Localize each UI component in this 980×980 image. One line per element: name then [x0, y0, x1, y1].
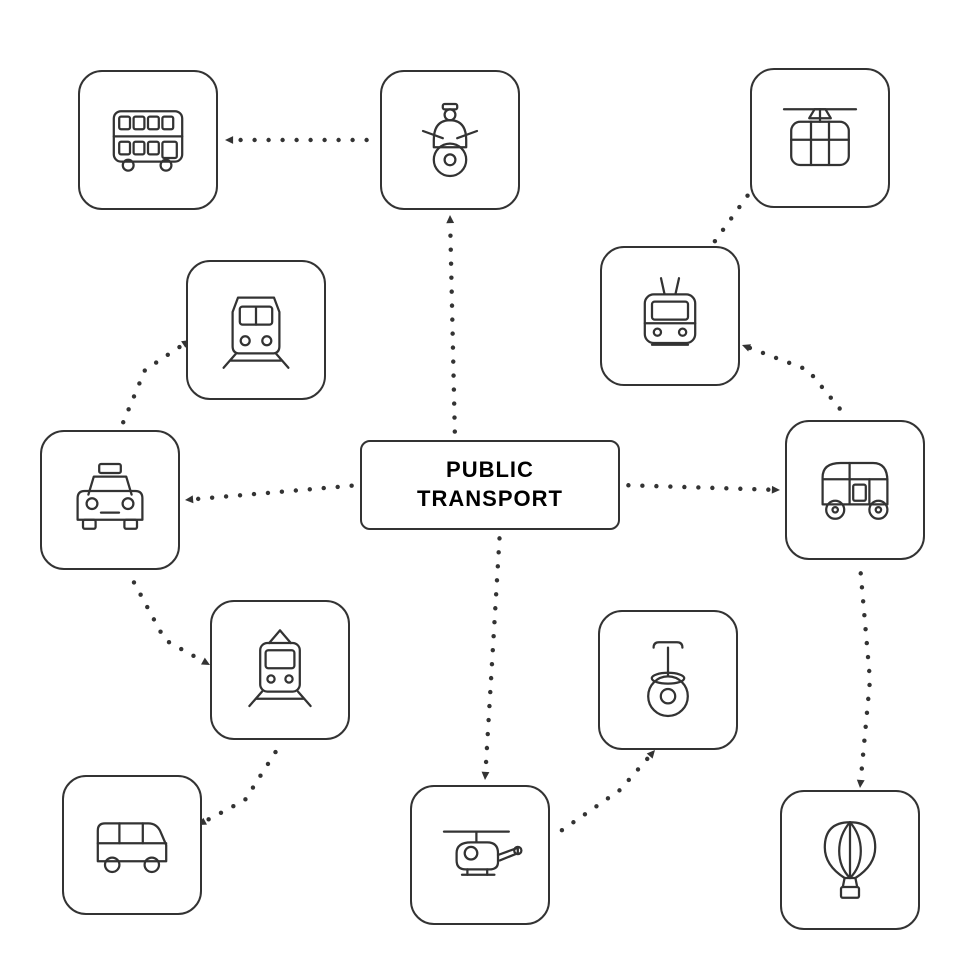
node-helicopter: [410, 785, 550, 925]
node-hot-air-balloon: [780, 790, 920, 930]
tram-icon: [235, 625, 325, 715]
node-minibus: [62, 775, 202, 915]
node-taxi: [40, 430, 180, 570]
node-auto-rickshaw: [785, 420, 925, 560]
train-icon: [211, 285, 301, 375]
node-trolleybus: [600, 246, 740, 386]
helicopter-icon: [435, 810, 525, 900]
cable-car-icon: [775, 93, 865, 183]
hot-air-balloon-icon: [805, 815, 895, 905]
node-motorcycle: [380, 70, 520, 210]
segway-icon: [623, 635, 713, 725]
trolleybus-icon: [625, 271, 715, 361]
diagram-canvas: PUBLIC TRANSPORT: [0, 0, 980, 980]
motorcycle-icon: [405, 95, 495, 185]
node-cable-car: [750, 68, 890, 208]
minibus-icon: [87, 800, 177, 890]
auto-rickshaw-icon: [810, 445, 900, 535]
taxi-icon: [65, 455, 155, 545]
center-title-text: PUBLIC TRANSPORT: [417, 456, 563, 513]
double-decker-bus-icon: [103, 95, 193, 185]
node-tram: [210, 600, 350, 740]
node-train: [186, 260, 326, 400]
center-title: PUBLIC TRANSPORT: [360, 440, 620, 530]
node-double-decker-bus: [78, 70, 218, 210]
node-segway: [598, 610, 738, 750]
